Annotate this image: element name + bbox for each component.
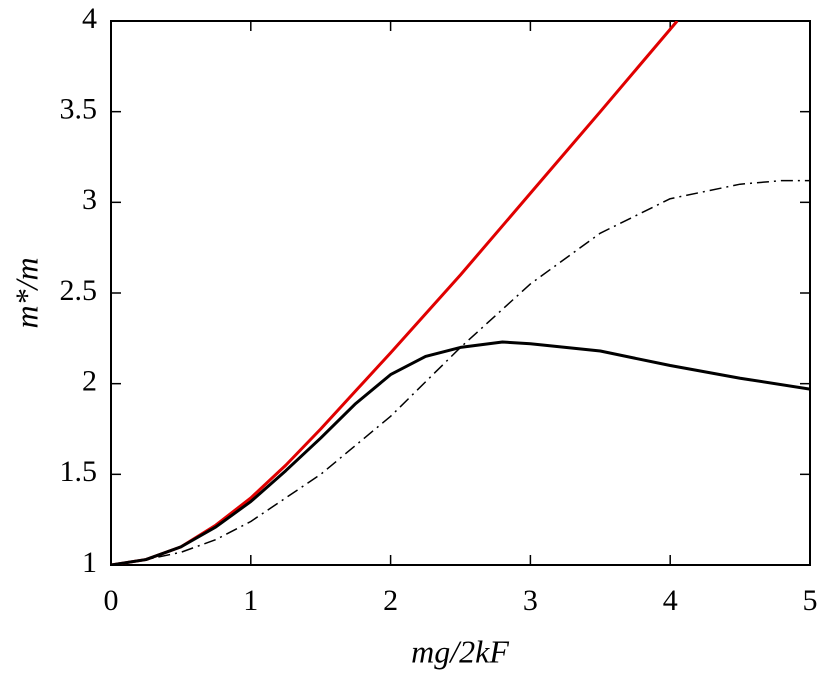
x-axis-label: mg/2kF [411,633,509,669]
x-tick-label: 3 [523,584,538,617]
series-line [111,179,810,565]
y-tick-label: 2 [82,365,97,398]
y-tick-label: 1.5 [60,455,98,488]
y-tick-label: 3.5 [60,93,98,126]
y-tick-label: 2.5 [60,274,98,307]
y-tick-label: 4 [82,2,97,35]
y-axis-label: m*/m [8,257,44,328]
y-tick-label: 3 [82,183,97,216]
y-tick-label: 1 [82,546,97,579]
x-tick-label: 5 [803,584,818,617]
x-tick-label: 1 [243,584,258,617]
x-tick-label: 4 [663,584,678,617]
x-tick-label: 0 [104,584,119,617]
plot-frame [110,20,811,566]
series-line [111,340,810,565]
x-tick-label: 2 [383,584,398,617]
series-line [111,21,679,565]
